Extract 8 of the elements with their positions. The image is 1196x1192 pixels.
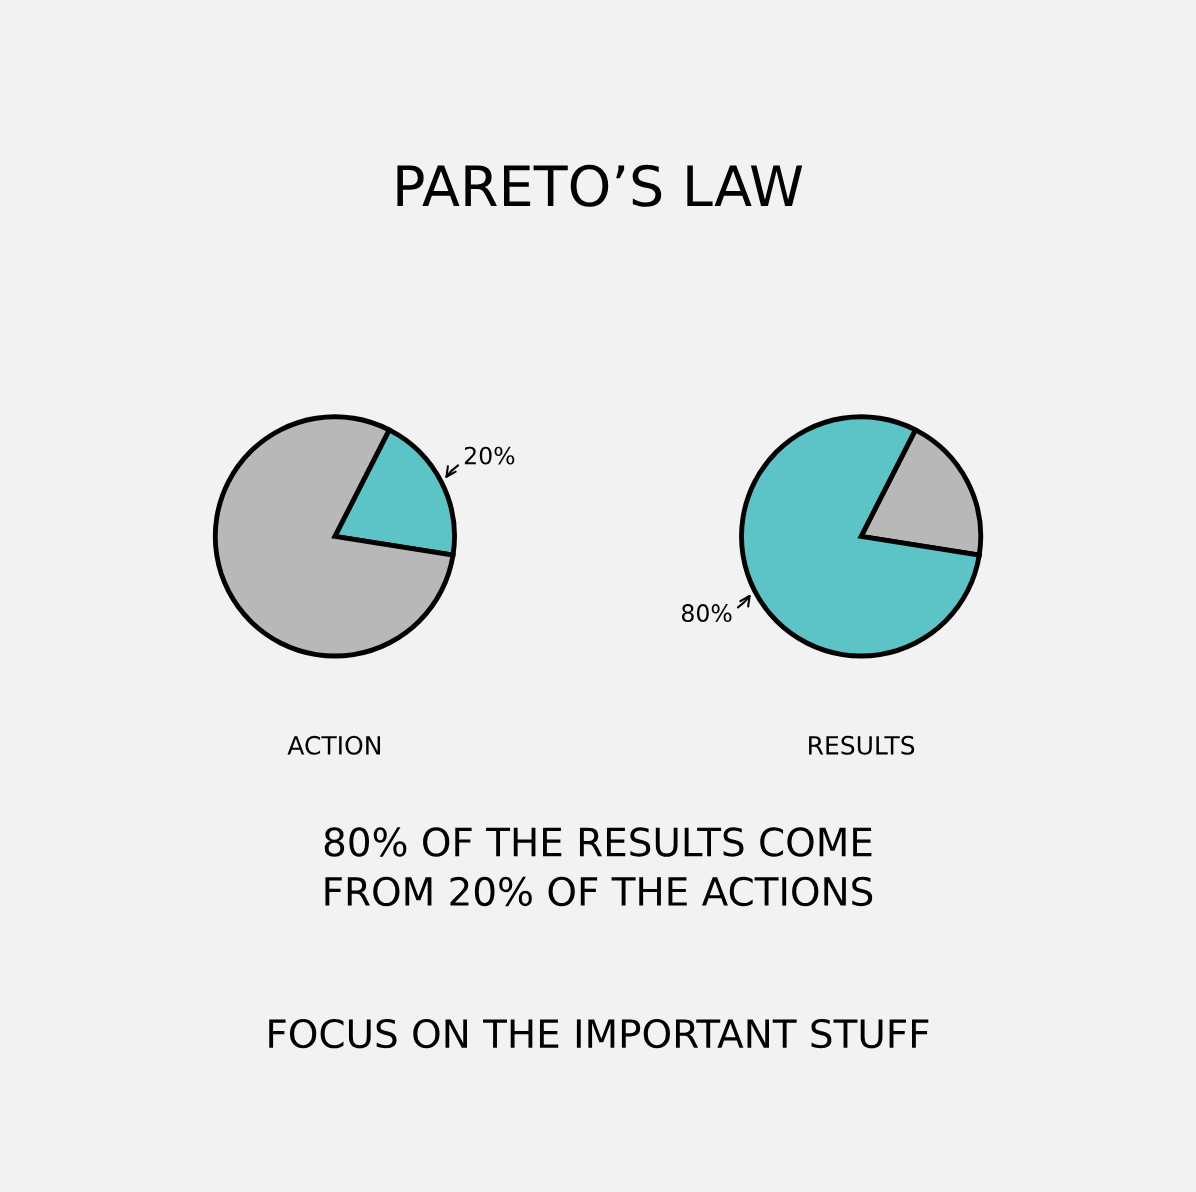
text: ACTION [287, 735, 380, 755]
text: 80% OF THE RESULTS COME FROM 20% OF THE ACTIONS [324, 827, 873, 907]
chart-title: PARETO’S LAW [397, 164, 803, 207]
text: FOCUS ON THE IMPORTANT STUFF [269, 1018, 929, 1049]
text: RESULTS [809, 735, 915, 755]
pie-slice [212, 414, 456, 659]
data-label: 20% [464, 446, 515, 465]
data-label: 80% [681, 604, 732, 622]
